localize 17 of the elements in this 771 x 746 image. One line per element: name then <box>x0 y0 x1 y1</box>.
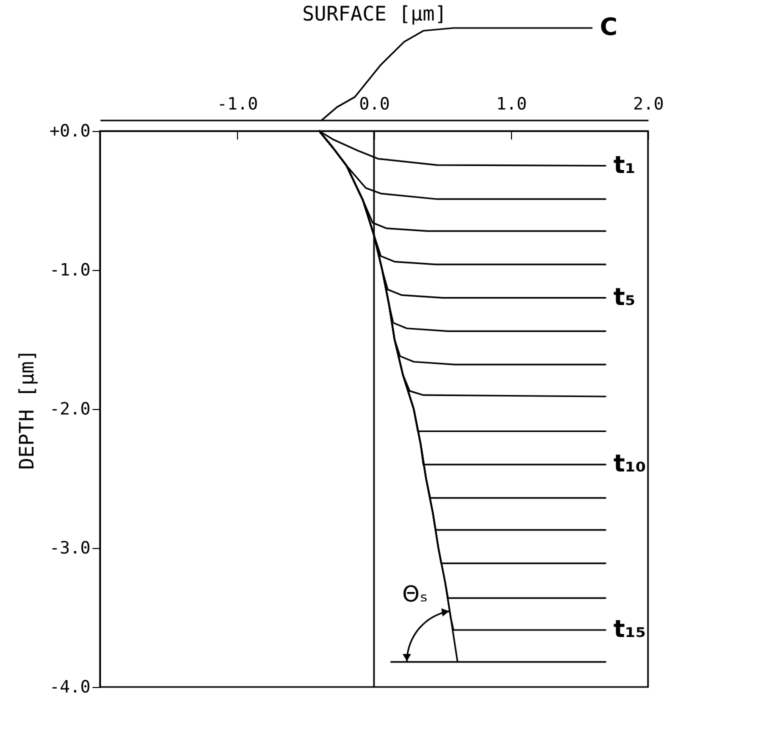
y-tick-label: -1.0 <box>50 260 90 280</box>
x-tick-label: 2.0 <box>633 94 664 114</box>
y-tick-label: -3.0 <box>50 538 90 558</box>
series-label: t₁₅ <box>614 615 646 644</box>
y-tick-label: -4.0 <box>50 678 90 698</box>
x-tick-label: 0.0 <box>359 94 390 114</box>
y-tick-label: -2.0 <box>50 400 90 420</box>
series-label: t₅ <box>614 282 636 311</box>
x-axis-title: SURFACE [µm] <box>302 2 447 26</box>
series-label: C <box>600 13 618 41</box>
annotation: Θₛ <box>402 582 428 608</box>
x-tick-label: 1.0 <box>496 94 527 114</box>
series-label: t₁₀ <box>614 450 646 478</box>
y-axis-title: DEPTH [µm] <box>14 349 39 470</box>
x-tick-label: -1.0 <box>217 94 258 114</box>
y-tick-label: +0.0 <box>50 122 90 142</box>
legend-label: t₁ <box>614 150 636 179</box>
